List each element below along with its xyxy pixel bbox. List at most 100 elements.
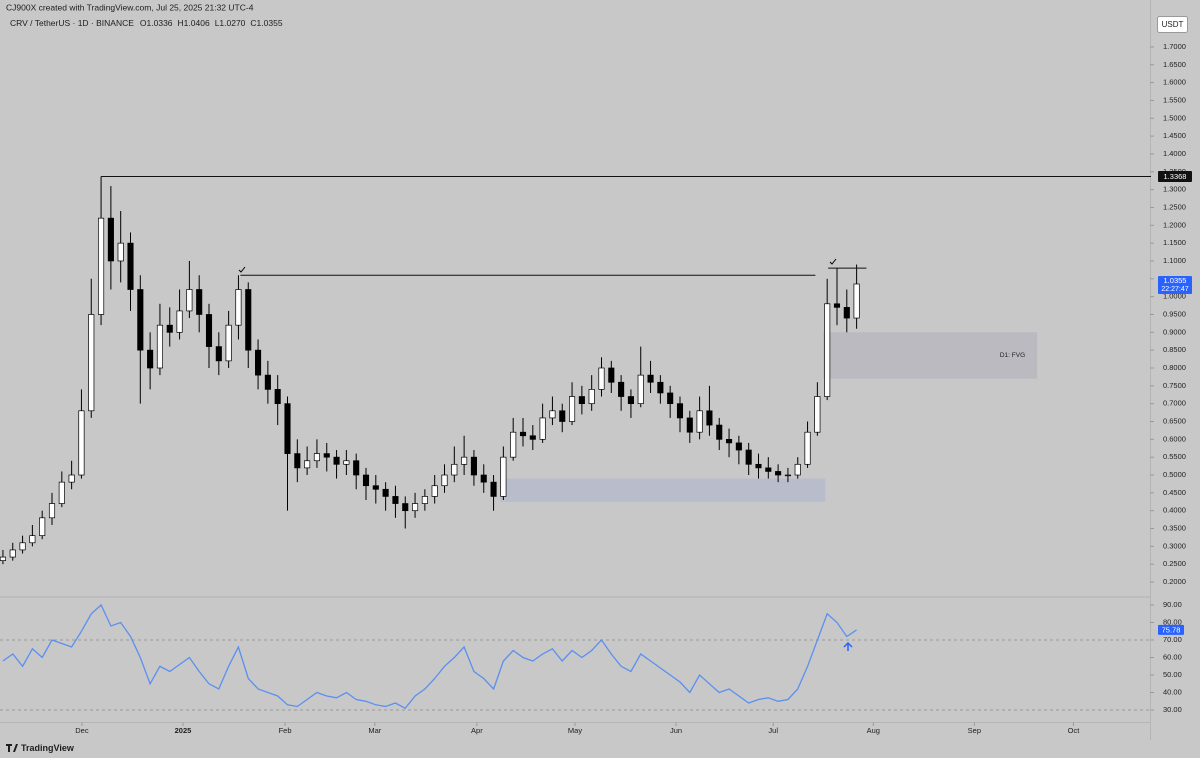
countdown-label: 22:27:47 bbox=[1161, 286, 1188, 293]
candle-body bbox=[421, 496, 428, 504]
candle-body bbox=[88, 314, 95, 412]
candle-body bbox=[245, 289, 252, 351]
candle-body bbox=[814, 396, 821, 433]
candle-body bbox=[726, 438, 733, 444]
candle-body bbox=[68, 474, 75, 483]
candle-body bbox=[196, 289, 203, 315]
candle-body bbox=[578, 396, 585, 405]
ohlc-close: C1.0355 bbox=[250, 18, 282, 28]
y-tick-label: 50.00 bbox=[1163, 670, 1182, 679]
candle-body bbox=[647, 374, 654, 383]
y-tick-label: 1.2000 bbox=[1163, 220, 1186, 229]
candle-body bbox=[431, 485, 438, 497]
candle-body bbox=[510, 431, 517, 458]
zone-label: D1: FVG bbox=[1000, 352, 1025, 359]
ohlc-low: L1.0270 bbox=[215, 18, 246, 28]
candle-body bbox=[284, 403, 291, 454]
candle-body bbox=[833, 303, 841, 308]
logo-mark bbox=[6, 744, 18, 752]
y-tick-label: 80.00 bbox=[1163, 617, 1182, 626]
x-tick-label: Sep bbox=[968, 726, 981, 735]
candle-body bbox=[696, 410, 703, 433]
x-tick-label: Dec bbox=[75, 726, 89, 735]
candle-body bbox=[765, 467, 772, 472]
candle-body bbox=[745, 449, 752, 465]
y-tick-label: 0.7000 bbox=[1163, 399, 1186, 408]
candle-body bbox=[29, 535, 36, 544]
y-tick-label: 90.00 bbox=[1163, 600, 1182, 609]
y-tick-label: 0.5500 bbox=[1163, 452, 1186, 461]
y-tick-label: 1.1500 bbox=[1163, 238, 1186, 247]
logo: TradingView bbox=[6, 743, 75, 753]
x-tick-label: 2025 bbox=[175, 726, 192, 735]
candle-body bbox=[323, 453, 330, 458]
candle-body bbox=[156, 324, 163, 369]
y-tick-label: 1.2500 bbox=[1163, 202, 1186, 211]
y-tick-label: 70.00 bbox=[1163, 635, 1182, 644]
candle-body bbox=[470, 456, 477, 476]
currency-label[interactable]: USDT bbox=[1162, 20, 1184, 29]
candle-body bbox=[569, 396, 576, 422]
y-tick-label: 0.6500 bbox=[1163, 416, 1186, 425]
ohlc-open: O1.0336 bbox=[140, 18, 173, 28]
candle-body bbox=[107, 217, 114, 262]
candle-body bbox=[529, 435, 536, 440]
candle-body bbox=[176, 310, 183, 333]
y-tick-label: 0.8500 bbox=[1163, 345, 1186, 354]
candle-body bbox=[382, 488, 389, 497]
rsi-badge-label: 75.78 bbox=[1162, 625, 1181, 634]
candle-body bbox=[627, 396, 634, 405]
candle-body bbox=[255, 349, 262, 376]
candle-body bbox=[735, 442, 742, 451]
candle-body bbox=[166, 324, 173, 333]
candle-body bbox=[676, 403, 684, 419]
y-tick-label: 40.00 bbox=[1163, 687, 1182, 696]
candle-body bbox=[39, 517, 46, 537]
y-tick-label: 60.00 bbox=[1163, 652, 1182, 661]
candle-body bbox=[539, 417, 546, 440]
candle-body bbox=[362, 474, 370, 487]
rsi-line bbox=[2, 603, 857, 710]
candle-body bbox=[343, 460, 350, 465]
candle-body bbox=[559, 410, 566, 422]
currency-button-box[interactable] bbox=[1157, 16, 1188, 33]
candle-body bbox=[313, 453, 320, 462]
candle-body bbox=[441, 474, 448, 487]
candle-body bbox=[19, 542, 26, 551]
y-tick-label: 0.4500 bbox=[1163, 488, 1186, 497]
candle-body bbox=[490, 481, 497, 497]
y-tick-label: 0.9500 bbox=[1163, 309, 1186, 318]
x-tick-label: Jul bbox=[768, 726, 778, 735]
y-tick-label: 1.6500 bbox=[1163, 60, 1186, 69]
candle-body bbox=[853, 283, 860, 319]
arrow bbox=[843, 641, 853, 651]
candle-body bbox=[215, 346, 222, 362]
candle-body bbox=[500, 456, 507, 497]
candle-body bbox=[480, 474, 487, 483]
symbol-line: CRV / TetherUS · 1D · BINANCE O1.0336 H1.0… bbox=[10, 18, 283, 28]
candle-body bbox=[274, 389, 281, 405]
candle-body bbox=[402, 503, 409, 512]
candle-body bbox=[706, 410, 713, 426]
candle-body bbox=[794, 463, 801, 476]
last-price-badge bbox=[1158, 275, 1192, 294]
y-tick-label: 0.2000 bbox=[1163, 577, 1186, 586]
zone bbox=[500, 478, 826, 502]
check-mark bbox=[829, 258, 837, 265]
candle-body bbox=[48, 503, 56, 519]
candle-body bbox=[353, 460, 360, 476]
candle-body bbox=[657, 381, 664, 394]
candle-body bbox=[0, 556, 6, 561]
candle-body bbox=[205, 314, 213, 347]
x-tick-label: May bbox=[568, 726, 582, 735]
candle-body bbox=[98, 217, 105, 315]
rsi-badge bbox=[1158, 624, 1184, 635]
currency-button[interactable]: USDT bbox=[1157, 16, 1188, 33]
candle-body bbox=[137, 289, 144, 351]
candle-body bbox=[843, 306, 850, 319]
plot-area: D1: FVG 0.2000 0.2500 0.3000 0.3500 0.4000 0.4… bbox=[0, 42, 1192, 735]
y-tick-label: 1.5000 bbox=[1163, 113, 1186, 122]
symbol: CRV / TetherUS · 1D · BINANCE bbox=[10, 18, 134, 28]
x-tick-label: Feb bbox=[279, 726, 292, 735]
